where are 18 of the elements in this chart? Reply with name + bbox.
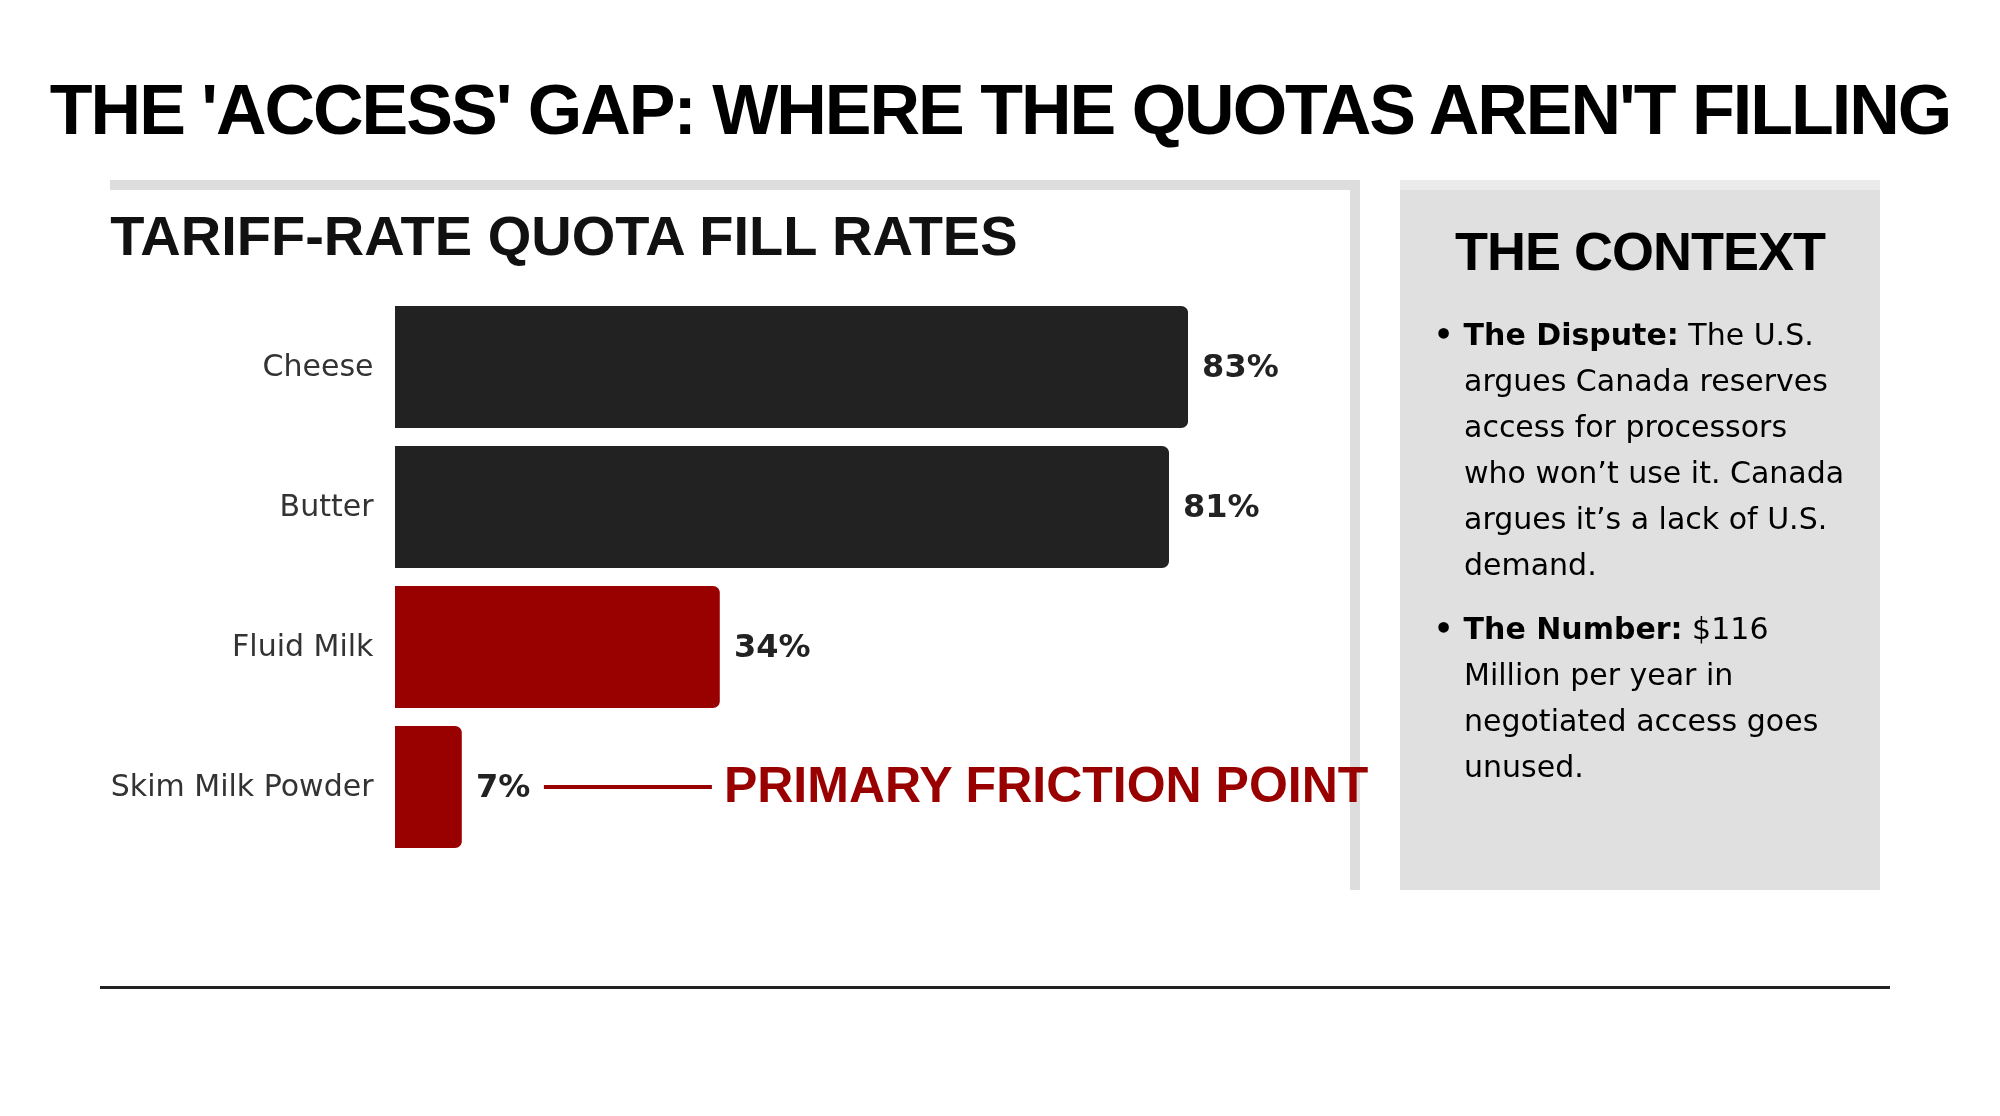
bar	[395, 446, 1169, 568]
bar	[395, 726, 462, 848]
y-tick-label: Cheese	[262, 348, 374, 383]
data-label: 81%	[1183, 487, 1260, 525]
chart-title: THE 'ACCESS' GAP: WHERE THE QUOTAS AREN'T FILLING	[48, 70, 1952, 151]
y-tick-label: Butter	[279, 488, 375, 523]
text: THE CONTEXT	[1454, 220, 1827, 282]
text: • The Number: $116 Million per year in negotiated access goes unused.	[1434, 610, 1820, 786]
bar	[395, 586, 720, 708]
text: • The Dispute: The U.S. argues Canada reserves access for processors who won’t use it. Canada argues it’s a lack of U.S. demand.	[1434, 316, 1846, 584]
y-tick-label: Skim Milk Powder	[110, 768, 375, 803]
y-tick-label: Fluid Milk	[232, 628, 375, 663]
chart-subtitle: TARIFF-RATE QUOTA FILL RATES	[110, 204, 1018, 267]
annotation: PRIMARY FRICTION POINT	[723, 757, 1369, 813]
data-label: 83%	[1202, 347, 1279, 385]
bar	[395, 306, 1189, 428]
data-label: 34%	[733, 627, 811, 665]
data-label: 7%	[475, 767, 531, 805]
